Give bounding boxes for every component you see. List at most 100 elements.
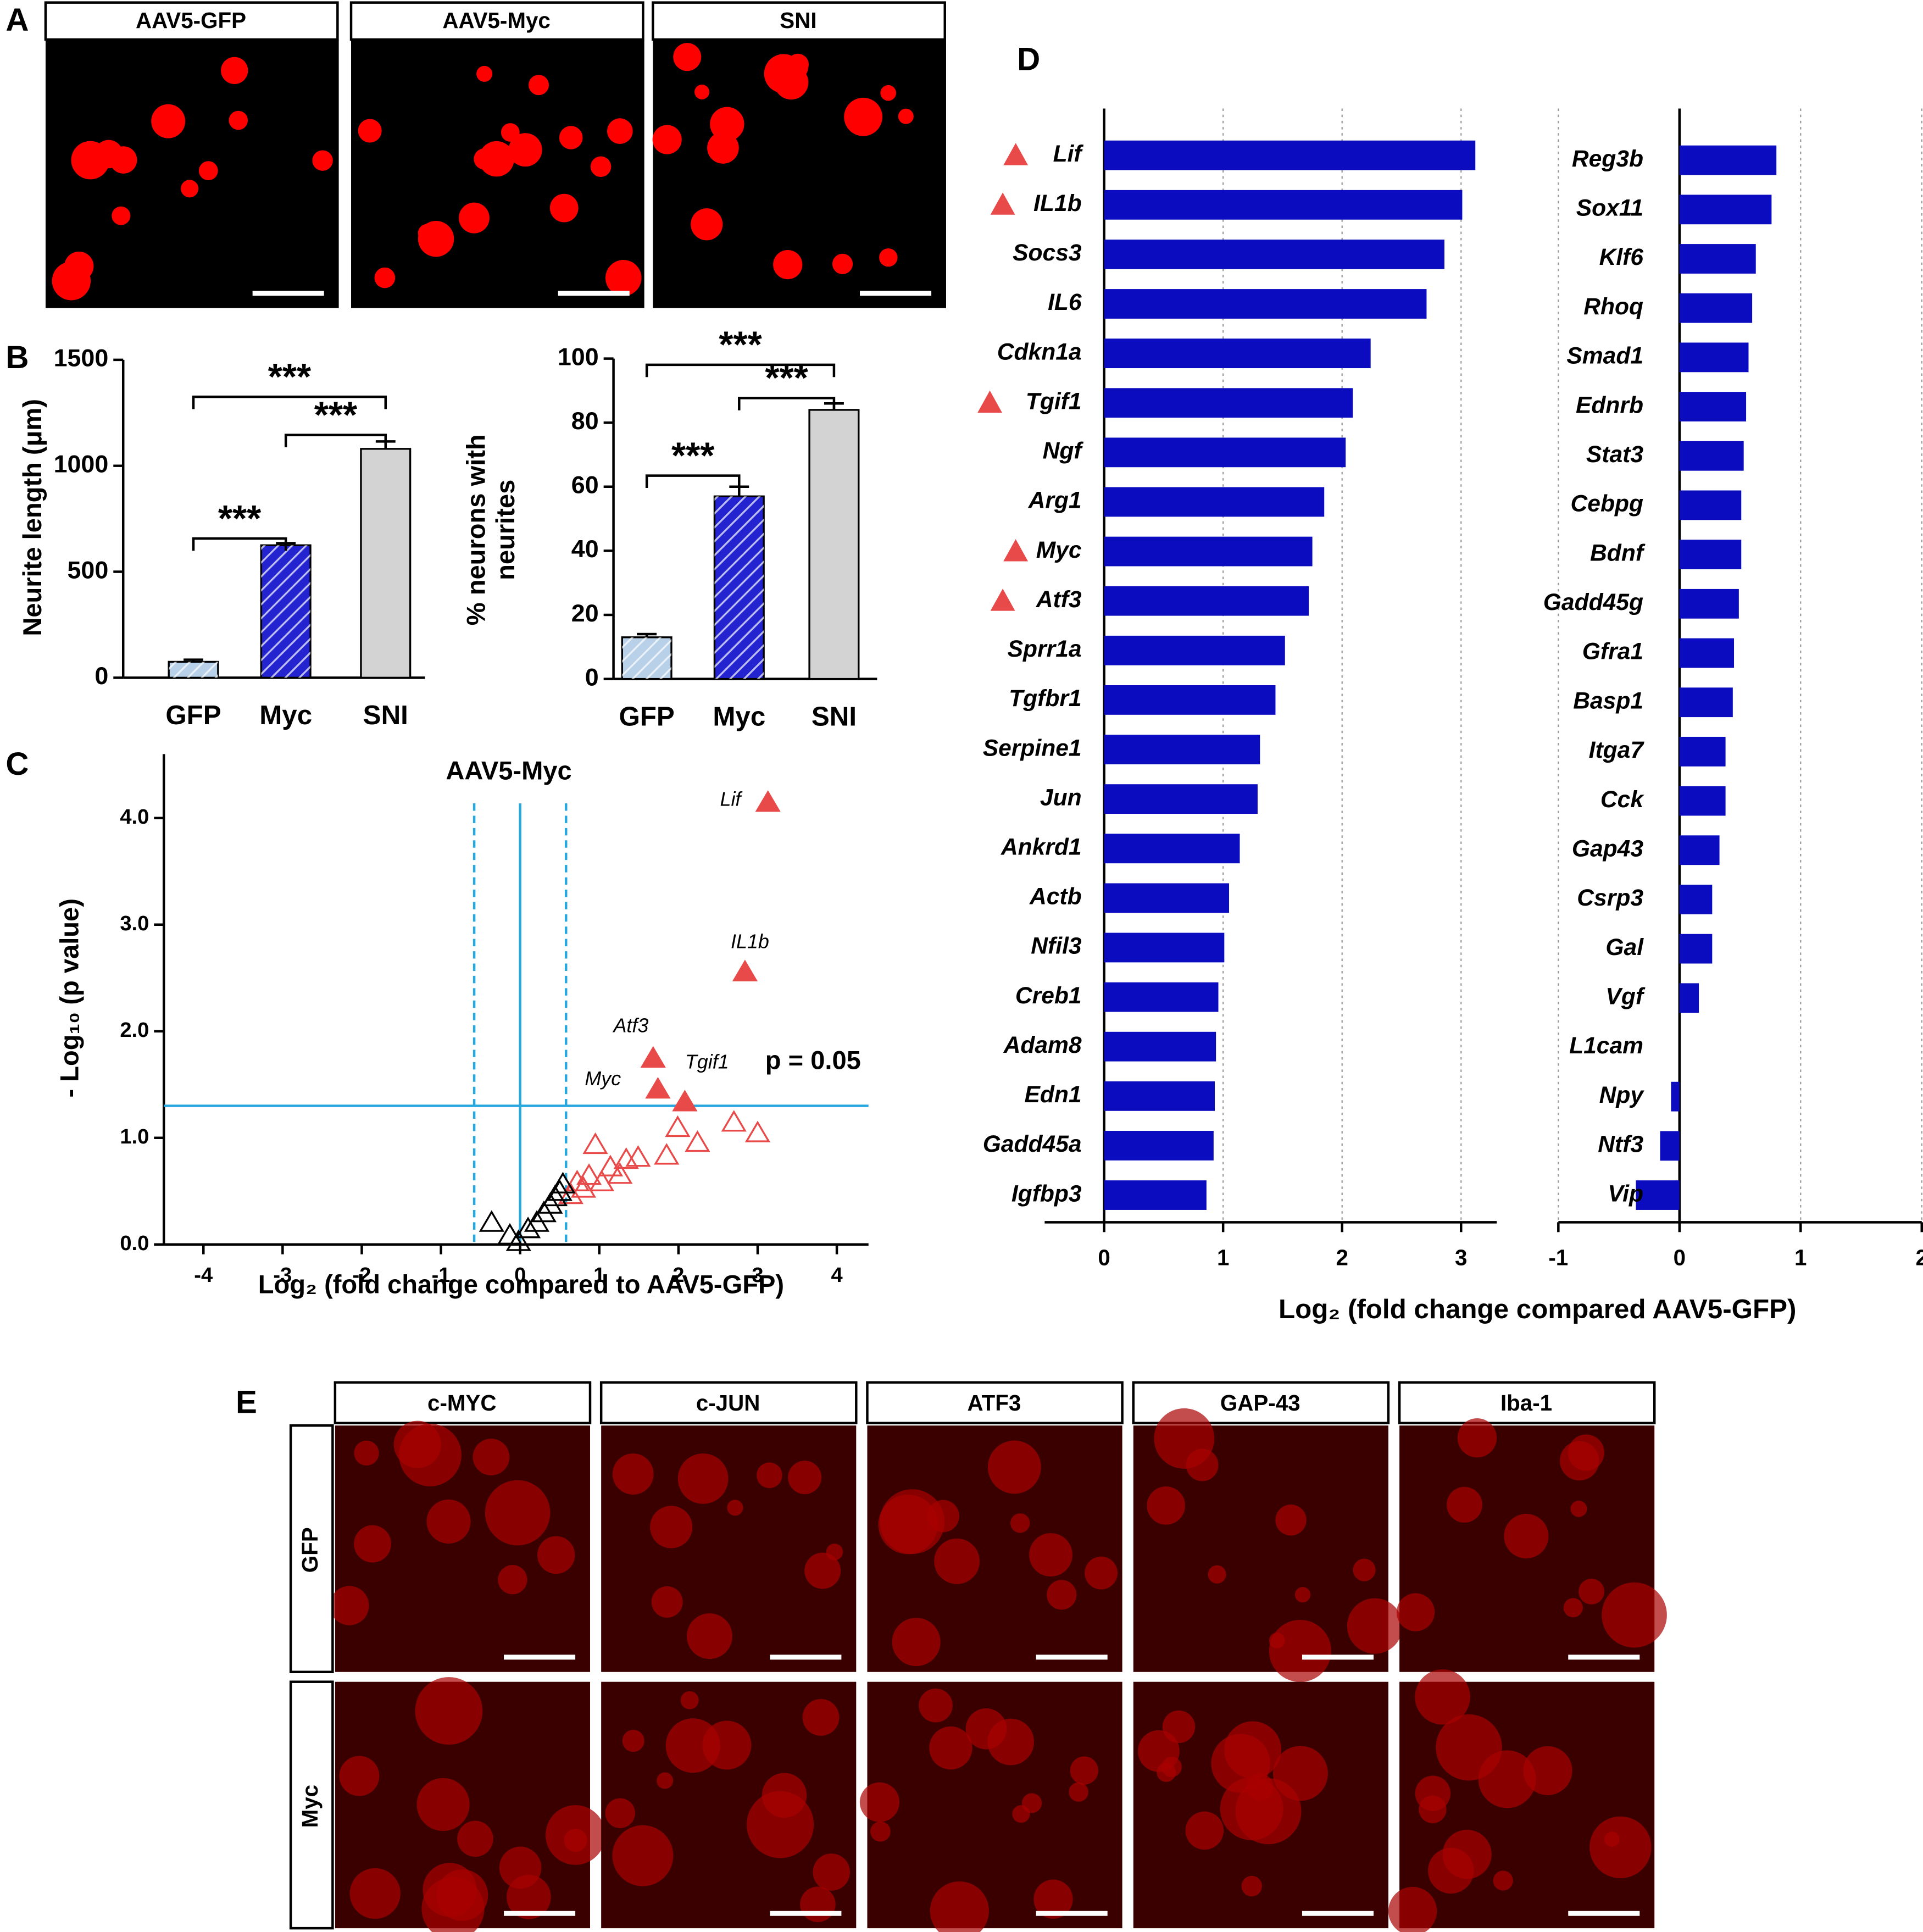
bar-hatch [169, 662, 218, 678]
category-label: Gfra1 [1582, 639, 1643, 665]
category-label: Gadd45a [983, 1131, 1082, 1157]
cell [426, 1499, 471, 1544]
bar [1104, 1180, 1207, 1210]
bar-hatch [622, 637, 671, 679]
marker [1003, 539, 1029, 562]
bar [1104, 932, 1225, 963]
cell [934, 1538, 980, 1584]
significance-label: *** [671, 435, 715, 476]
category-label: Gadd45g [1543, 589, 1643, 615]
cell [415, 1677, 483, 1745]
cell [710, 107, 744, 141]
significance-label: *** [314, 395, 358, 436]
data-point [582, 1132, 608, 1154]
cell [1147, 1486, 1186, 1525]
y-tick-label: 80 [571, 407, 599, 435]
cell [476, 65, 493, 82]
y-axis-label: % neurons with [461, 434, 490, 625]
y-tick-label: 100 [558, 342, 599, 370]
bar [1679, 244, 1756, 274]
cell [1457, 1418, 1497, 1458]
micrograph-label: Iba-1 [1500, 1390, 1552, 1415]
data-point [721, 1110, 747, 1132]
cell [485, 1480, 551, 1546]
panel-label: D [1017, 42, 1040, 77]
data-point [640, 1046, 666, 1068]
cell [418, 220, 454, 257]
scale-bar [770, 1911, 842, 1916]
error-bar [184, 658, 203, 662]
cell [1273, 1746, 1328, 1801]
cell [680, 1691, 699, 1709]
scale-bar [1302, 1911, 1374, 1916]
x-tick-label: 0 [1674, 1245, 1686, 1270]
category-label: Gal [1605, 934, 1644, 961]
cell [1604, 1831, 1620, 1847]
bar [1104, 586, 1309, 616]
panel-label: C [5, 746, 29, 782]
bar [1679, 638, 1735, 668]
cell [95, 140, 123, 169]
category-label: Reg3b [1572, 146, 1643, 172]
cell [221, 57, 248, 84]
cell [785, 55, 808, 80]
cell [1241, 1875, 1262, 1897]
cell [564, 1828, 587, 1852]
category-label: Gap43 [1572, 835, 1644, 862]
significance-bracket [645, 363, 836, 377]
bar [1679, 885, 1713, 914]
significance-bracket [192, 537, 287, 551]
data-point [613, 1147, 639, 1169]
cell [612, 1453, 654, 1495]
data-point [547, 1179, 573, 1201]
y-tick-label: 40 [571, 535, 599, 563]
cell [686, 1613, 732, 1659]
panel-label: E [236, 1385, 257, 1420]
category-label: Tgif1 [1026, 388, 1082, 414]
cell [987, 1440, 1041, 1494]
cell [987, 1718, 1035, 1766]
x-tick-label: 4 [831, 1264, 842, 1287]
category-label: Rhoq [1583, 293, 1643, 320]
cell [1446, 1486, 1482, 1523]
cell [423, 1863, 477, 1917]
bar [1104, 1081, 1215, 1111]
cell [605, 1798, 635, 1828]
bar [1104, 437, 1346, 468]
label-box [334, 1381, 592, 1425]
cell [416, 1778, 470, 1831]
category-label: Vip [1608, 1180, 1643, 1207]
data-point [755, 790, 781, 812]
cell [1493, 1870, 1513, 1891]
scale-bar [770, 1655, 842, 1660]
cell [1415, 1669, 1470, 1725]
data-point [645, 1076, 671, 1099]
label-box [289, 1680, 334, 1930]
category-label: Jun [1040, 784, 1082, 810]
cell [590, 156, 612, 177]
cell [1294, 1587, 1311, 1603]
data-point [665, 1115, 691, 1137]
category-label: Ankrd1 [1001, 834, 1082, 860]
category-label: Serpine1 [983, 735, 1082, 761]
category-label: Sprr1a [1008, 636, 1082, 662]
x-tick-label: -3 [273, 1264, 292, 1287]
cell [859, 1782, 900, 1822]
cell [880, 1489, 945, 1555]
cell [1347, 1598, 1403, 1654]
point-label: IL1b [731, 931, 769, 953]
cell [1186, 1448, 1219, 1481]
row-label: Myc [297, 1785, 323, 1828]
cell [349, 1868, 401, 1919]
cell [1602, 1582, 1667, 1648]
panel-label: A [5, 2, 29, 38]
scale-bar [1036, 1655, 1108, 1660]
cell [1021, 1793, 1042, 1813]
category-label: L1cam [1569, 1032, 1643, 1059]
cell [151, 104, 186, 138]
point-label: Tgif1 [685, 1051, 729, 1073]
cell [1563, 1598, 1583, 1618]
x-tick-label: GFP [619, 701, 674, 731]
bar-hatch [714, 496, 764, 679]
cell [198, 161, 218, 181]
